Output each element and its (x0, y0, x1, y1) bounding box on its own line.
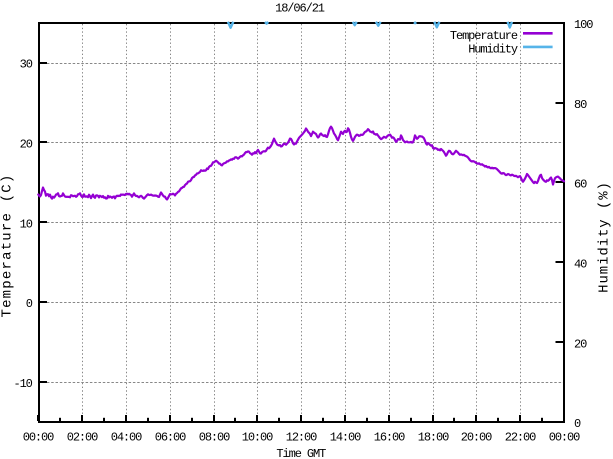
svg-text:Humidity (%): Humidity (%) (596, 181, 612, 293)
svg-text:100: 100 (574, 18, 593, 32)
svg-text:Temperature: Temperature (450, 29, 518, 43)
svg-text:40: 40 (574, 258, 587, 272)
svg-text:00:00: 00:00 (23, 430, 54, 444)
svg-text:-10: -10 (13, 377, 32, 391)
svg-text:00:00: 00:00 (549, 430, 580, 444)
svg-text:18/06/21: 18/06/21 (275, 2, 325, 16)
svg-text:14:00: 14:00 (330, 430, 361, 444)
svg-text:06:00: 06:00 (155, 430, 186, 444)
svg-text:20: 20 (20, 138, 33, 152)
svg-text:Humidity: Humidity (468, 42, 518, 56)
svg-text:0: 0 (574, 417, 581, 431)
svg-text:60: 60 (574, 178, 587, 192)
svg-text:10: 10 (20, 217, 33, 231)
svg-text:20:00: 20:00 (461, 430, 492, 444)
svg-text:Time GMT: Time GMT (276, 447, 326, 459)
svg-text:12:00: 12:00 (286, 430, 317, 444)
svg-text:18:00: 18:00 (418, 430, 449, 444)
svg-text:08:00: 08:00 (199, 430, 230, 444)
svg-text:16:00: 16:00 (374, 430, 405, 444)
svg-text:22:00: 22:00 (505, 430, 536, 444)
svg-text:10:00: 10:00 (242, 430, 273, 444)
svg-text:02:00: 02:00 (67, 430, 98, 444)
svg-text:0: 0 (26, 297, 33, 311)
svg-text:30: 30 (20, 58, 33, 72)
svg-text:80: 80 (574, 98, 587, 112)
svg-text:Temperature (C): Temperature (C) (0, 173, 16, 317)
svg-text:04:00: 04:00 (111, 430, 142, 444)
svg-text:20: 20 (574, 337, 587, 351)
